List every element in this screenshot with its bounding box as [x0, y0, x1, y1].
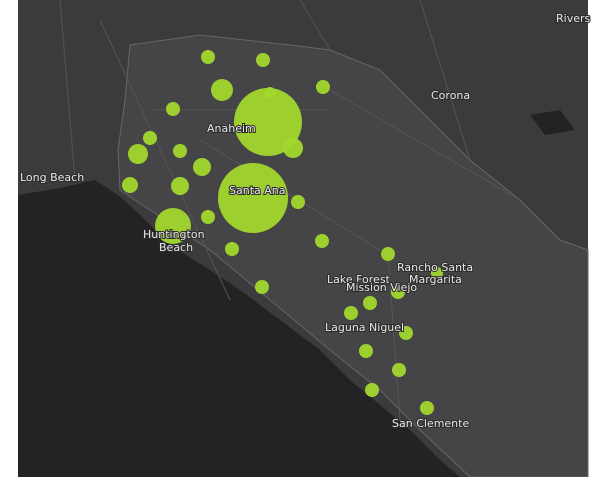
proportional-circle — [283, 138, 303, 158]
proportional-circle — [392, 363, 406, 377]
place-label: Santa Ana — [229, 184, 285, 197]
place-label: Margarita — [409, 273, 462, 286]
proportional-circle — [255, 280, 269, 294]
ocean — [18, 180, 460, 477]
proportional-circle — [201, 210, 215, 224]
proportional-circle — [218, 163, 288, 233]
place-label: Beach — [159, 241, 193, 254]
proportional-circle — [173, 144, 187, 158]
place-label: San Clemente — [392, 417, 469, 430]
county — [117, 34, 589, 477]
proportional-circle — [155, 208, 191, 244]
proportional-circle — [143, 131, 157, 145]
place-label: Laguna Niguel — [325, 321, 404, 334]
proportional-circle — [363, 296, 377, 310]
place-label: Lake Forest — [327, 273, 391, 286]
proportional-circle — [316, 80, 330, 94]
proportional-circle — [234, 88, 302, 156]
proportional-circle — [391, 285, 405, 299]
proportional-circle — [201, 50, 215, 64]
proportional-circle — [344, 306, 358, 320]
proportional-circle — [211, 79, 233, 101]
proportional-circle — [193, 158, 211, 176]
place-label: Anaheim — [207, 122, 256, 135]
proportional-circle — [381, 247, 395, 261]
lake — [530, 110, 575, 135]
proportional-circle — [122, 177, 138, 193]
place-label: Rivers — [556, 12, 590, 25]
place-label: Corona — [431, 89, 470, 102]
proportional-circle — [359, 344, 373, 358]
proportional-circle — [399, 326, 413, 340]
proportional-circle — [431, 267, 443, 279]
proportional-circle — [225, 242, 239, 256]
place-label: Huntington — [143, 228, 205, 241]
proportional-circle — [171, 177, 189, 195]
proportional-circle — [365, 383, 379, 397]
proportional-circle — [315, 234, 329, 248]
circles — [122, 50, 443, 415]
proportional-circle — [256, 53, 270, 67]
proportional-circle — [128, 144, 148, 164]
proportional-circle — [420, 401, 434, 415]
place-label: Long Beach — [20, 171, 84, 184]
place-label: Rancho Santa — [397, 261, 473, 274]
proportional-circle — [291, 195, 305, 209]
proportional-circle — [166, 102, 180, 116]
place-label: Mission Viejo — [346, 281, 417, 294]
